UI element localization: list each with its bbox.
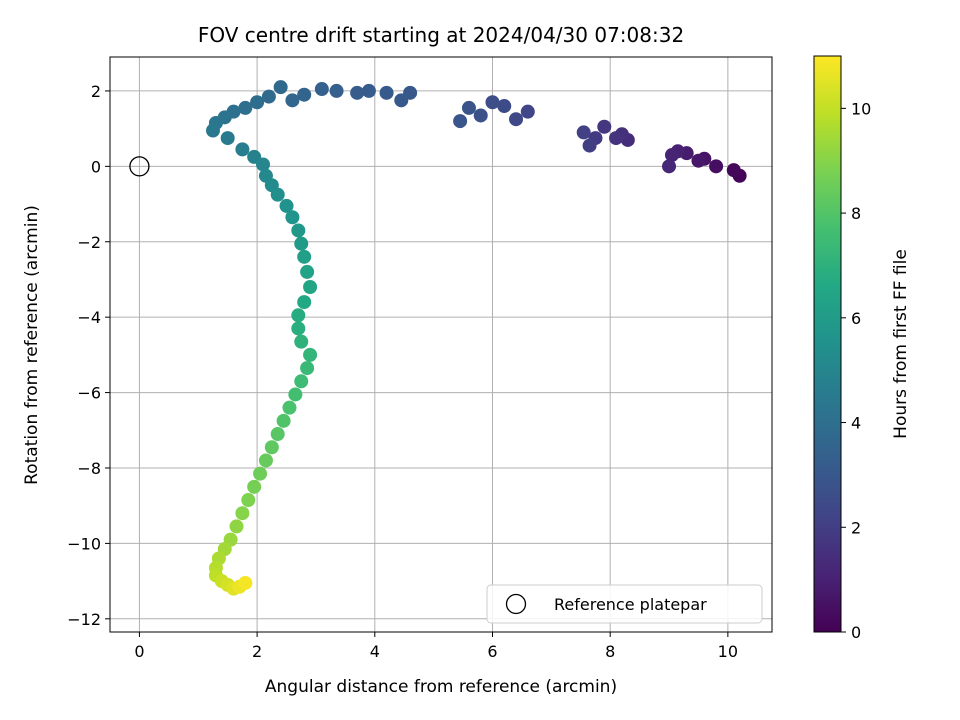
data-point: [291, 321, 306, 336]
data-point: [300, 361, 315, 376]
data-point: [497, 99, 512, 114]
x-axis-ticks: 0 2 4 6 8 10: [134, 632, 738, 661]
data-point: [241, 493, 256, 508]
data-point: [270, 187, 285, 202]
data-point: [314, 82, 329, 97]
data-point: [238, 100, 253, 115]
data-point: [485, 95, 500, 110]
colorbar-tick-label: 6: [851, 309, 861, 328]
data-point: [297, 249, 312, 264]
data-point: [238, 575, 253, 590]
data-point: [303, 280, 318, 294]
data-point: [247, 479, 262, 494]
data-point: [361, 83, 376, 98]
data-point: [205, 123, 220, 138]
data-point: [294, 334, 309, 349]
colorbar-tick-label: 8: [851, 204, 861, 223]
legend: Reference platepar: [486, 584, 763, 624]
data-point: [229, 519, 244, 534]
colorbar: 0 2 4 6 8 10 Hours from first FF file: [813, 55, 911, 642]
data-point: [664, 148, 679, 163]
data-points: [205, 80, 747, 596]
legend-box: [486, 584, 763, 624]
data-point: [509, 112, 524, 127]
x-tick-label: 6: [487, 642, 497, 661]
data-point: [297, 87, 312, 102]
data-point: [297, 295, 312, 310]
y-axis-label: Rotation from reference (arcmin): [22, 205, 42, 485]
y-tick-label: −6: [77, 384, 101, 403]
data-point: [329, 83, 344, 98]
x-tick-label: 8: [605, 642, 615, 661]
data-point: [253, 466, 268, 481]
data-point: [350, 85, 365, 100]
chart-title: FOV centre drift starting at 2024/04/30 …: [198, 23, 684, 47]
data-point: [473, 108, 488, 123]
plot-frame: [109, 56, 773, 633]
y-axis-ticks: −12 −10 −8 −6 −4 −2 0 2: [67, 82, 110, 629]
data-point: [291, 223, 306, 238]
data-point: [255, 157, 270, 172]
legend-label: Reference platepar: [554, 595, 707, 614]
legend-reference-marker: [505, 593, 527, 615]
data-point: [662, 159, 677, 174]
data-point: [261, 89, 276, 104]
data-point: [220, 131, 235, 146]
colorbar-gradient: [813, 55, 842, 633]
colorbar-tick-label: 10: [851, 99, 871, 118]
data-point: [258, 453, 273, 468]
data-point: [235, 142, 250, 157]
x-tick-label: 0: [134, 642, 144, 661]
y-tick-label: −4: [77, 308, 101, 327]
data-point: [270, 427, 285, 442]
x-axis-label: Angular distance from reference (arcmin): [265, 677, 617, 697]
data-point: [394, 93, 409, 108]
colorbar-tick-label: 0: [851, 623, 861, 642]
data-point: [294, 236, 309, 251]
y-tick-label: 2: [91, 82, 101, 101]
data-point: [285, 210, 300, 225]
data-point: [264, 440, 279, 455]
x-tick-label: 2: [252, 642, 262, 661]
colorbar-ticks: 0 2 4 6 8 10: [841, 99, 871, 642]
data-point: [276, 413, 291, 428]
colorbar-tick-label: 2: [851, 518, 861, 537]
data-point: [453, 114, 468, 129]
reference-point-marker: [129, 156, 150, 177]
data-point: [303, 347, 318, 362]
data-point: [709, 159, 724, 174]
data-point: [582, 138, 597, 153]
data-point: [300, 264, 315, 279]
data-point: [288, 387, 303, 402]
x-tick-label: 10: [718, 642, 738, 661]
data-point: [250, 95, 265, 110]
data-point: [273, 80, 288, 95]
colorbar-tick-label: 4: [851, 414, 861, 433]
y-tick-label: −2: [77, 233, 101, 252]
grid-lines: [110, 57, 772, 632]
data-point: [691, 153, 706, 168]
data-point: [609, 131, 624, 146]
y-tick-label: 0: [91, 157, 101, 176]
data-point: [597, 119, 612, 134]
data-point: [520, 104, 535, 119]
y-tick-label: −8: [77, 459, 101, 478]
data-point: [294, 374, 309, 389]
data-point: [576, 125, 591, 140]
reference-marker-group: [129, 156, 150, 177]
data-point: [726, 163, 741, 178]
data-point: [282, 400, 297, 415]
data-point: [291, 308, 306, 323]
x-tick-label: 4: [370, 642, 380, 661]
y-tick-label: −10: [67, 534, 101, 553]
data-point: [461, 100, 476, 115]
colorbar-label: Hours from first FF file: [891, 249, 911, 439]
y-tick-label: −12: [67, 610, 101, 629]
data-point: [279, 198, 294, 213]
data-point: [379, 85, 394, 100]
data-point: [285, 93, 300, 108]
data-point: [235, 506, 250, 521]
